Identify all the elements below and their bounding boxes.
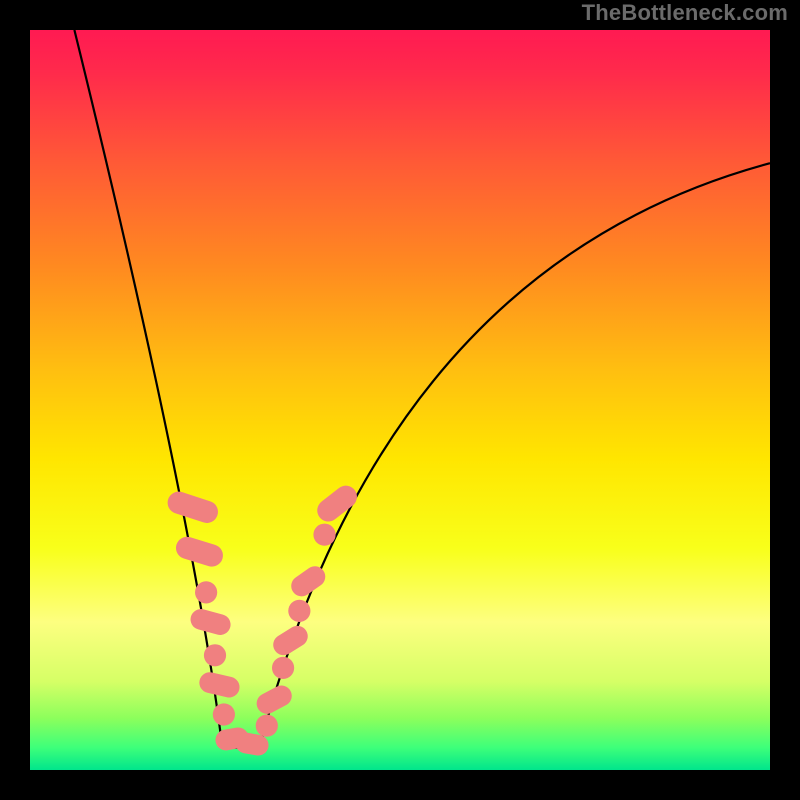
data-point <box>313 524 335 546</box>
data-point <box>288 600 310 622</box>
chart-canvas: TheBottleneck.com <box>0 0 800 800</box>
watermark-text: TheBottleneck.com <box>582 0 788 26</box>
plot-area <box>30 30 770 770</box>
data-point <box>272 657 294 679</box>
data-point <box>256 715 278 737</box>
data-point <box>195 581 217 603</box>
data-point <box>204 644 226 666</box>
data-point <box>213 703 235 725</box>
bottleneck-curve-chart <box>0 0 800 800</box>
